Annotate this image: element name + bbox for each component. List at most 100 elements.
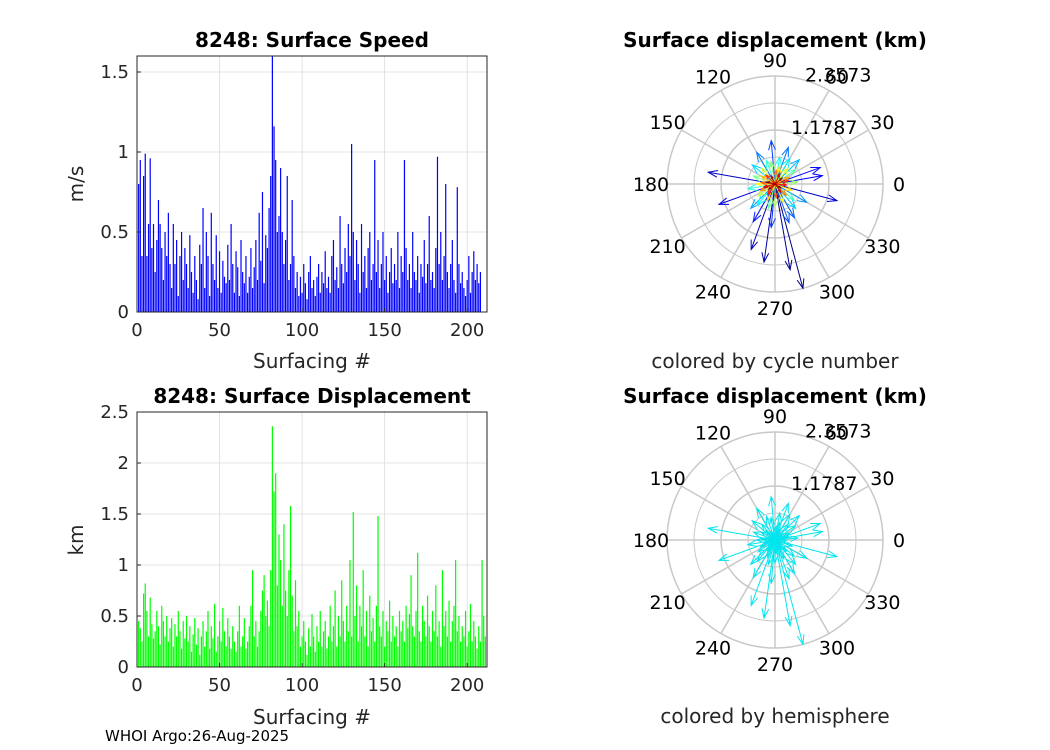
vector-head (781, 190, 788, 197)
vector-head (796, 550, 809, 560)
polar-hemisphere-caption: colored by hemisphere (660, 704, 889, 728)
vector-shaft (752, 539, 776, 578)
vector-head (759, 531, 767, 537)
displacement-vector (774, 523, 790, 541)
vector-head (768, 573, 776, 585)
displacement-vector (752, 183, 776, 223)
displacement-vector (773, 183, 778, 200)
displacement-vector (774, 167, 790, 185)
displacement-vector (774, 183, 839, 202)
vector-head (752, 531, 762, 538)
vector-shaft (774, 170, 777, 185)
vector-head (765, 537, 770, 540)
displacement-vector (762, 183, 776, 188)
vector-head (786, 524, 797, 534)
vector-shaft (774, 537, 798, 541)
vector-shaft (774, 175, 823, 185)
vector-head (759, 186, 767, 192)
displacement-vector (770, 530, 776, 541)
polar-ring (666, 75, 884, 293)
vector-head (760, 167, 769, 176)
vector-head (781, 146, 789, 158)
vector-shaft (774, 183, 793, 191)
vector-shaft (774, 529, 781, 541)
displacement-vector (759, 175, 776, 185)
displacement-vector (774, 179, 800, 186)
displacement-vector (774, 167, 822, 185)
vector-head (746, 539, 758, 547)
vector-shaft (774, 539, 795, 574)
vector-head (768, 139, 776, 151)
displacement-vector (762, 539, 776, 544)
vector-head (750, 595, 758, 607)
vector-head (789, 535, 800, 542)
x-tick-label: 50 (208, 320, 231, 341)
surface-speed-chart: 8248: Surface Speed 0 50 100 150 200 0 0.5 1 1.5… (64, 28, 488, 373)
vector-head (759, 542, 767, 548)
angle-label: 300 (819, 281, 855, 303)
vector-head (773, 168, 778, 176)
angle-label: 0 (893, 174, 905, 196)
displacement-vector (773, 539, 778, 556)
vector-head (789, 179, 800, 186)
vector-shaft (774, 183, 782, 193)
displacement-vector (765, 181, 776, 185)
displacement-vector (774, 183, 782, 189)
displacement-vector (774, 523, 822, 541)
angle-label: 30 (870, 468, 894, 490)
displacement-vector (750, 539, 776, 607)
surface-displacement-axes-box (136, 411, 488, 668)
vector-head (761, 252, 770, 264)
polar-hemisphere-title: Surface displacement (km) (623, 384, 927, 408)
displacement-vector (774, 183, 794, 191)
vector-shaft (774, 181, 798, 185)
vector-head (778, 177, 784, 182)
vector-head (768, 495, 776, 507)
y-tick-label: 0 (118, 657, 129, 678)
displacement-vector (774, 183, 782, 194)
vector-head (790, 158, 801, 169)
radius-label: 2.3573 (805, 65, 871, 87)
x-tick-label: 150 (367, 675, 401, 696)
vector-shaft (774, 173, 781, 185)
displacement-vector (774, 539, 796, 575)
displacement-vector (774, 173, 824, 185)
vector-shaft (774, 166, 781, 185)
vector-shaft (774, 539, 777, 554)
displacement-vector (759, 531, 776, 541)
displacement-vector (774, 183, 790, 225)
vector-shaft (774, 183, 777, 198)
polar-cycle-chart: Surface displacement (km) 0 30 60 90 120 150 1… (623, 28, 927, 373)
vector-shaft (774, 183, 838, 202)
vector-head (784, 259, 793, 272)
vector-shaft (774, 539, 785, 559)
vector-head (785, 192, 796, 202)
surface-speed-ticks: 0 50 100 150 200 0 0.5 1 1.5 (100, 62, 484, 341)
vector-head (760, 523, 769, 532)
angle-label: 0 (893, 530, 905, 552)
vector-head (783, 179, 790, 184)
vector-shaft (750, 539, 776, 606)
vector-head (756, 189, 766, 197)
displacement-vector (755, 506, 776, 541)
vector-head (755, 506, 765, 519)
vector-head (785, 185, 794, 191)
angle-label: 30 (870, 112, 894, 134)
vector-shaft (774, 177, 783, 185)
angle-label: 330 (864, 236, 900, 258)
angle-label: 270 (757, 654, 793, 676)
y-tick-label: 2.5 (100, 402, 129, 423)
vector-head (759, 175, 767, 181)
surface-speed-xlabel: Surfacing # (253, 349, 371, 373)
displacement-vector (768, 539, 776, 585)
y-tick-label: 2 (118, 453, 129, 474)
vector-shaft (774, 539, 790, 579)
vector-head (778, 541, 782, 545)
vector-head (778, 195, 785, 205)
displacement-vector (774, 183, 785, 205)
vector-shaft (774, 539, 804, 645)
displacement-vector (774, 528, 781, 541)
displacement-vector (752, 539, 776, 579)
displacement-vector (774, 182, 788, 187)
polar-hemisphere-labels: 0 30 60 90 120 150 180 210 240 270 300 330 1.1787 2.3… (633, 406, 905, 676)
